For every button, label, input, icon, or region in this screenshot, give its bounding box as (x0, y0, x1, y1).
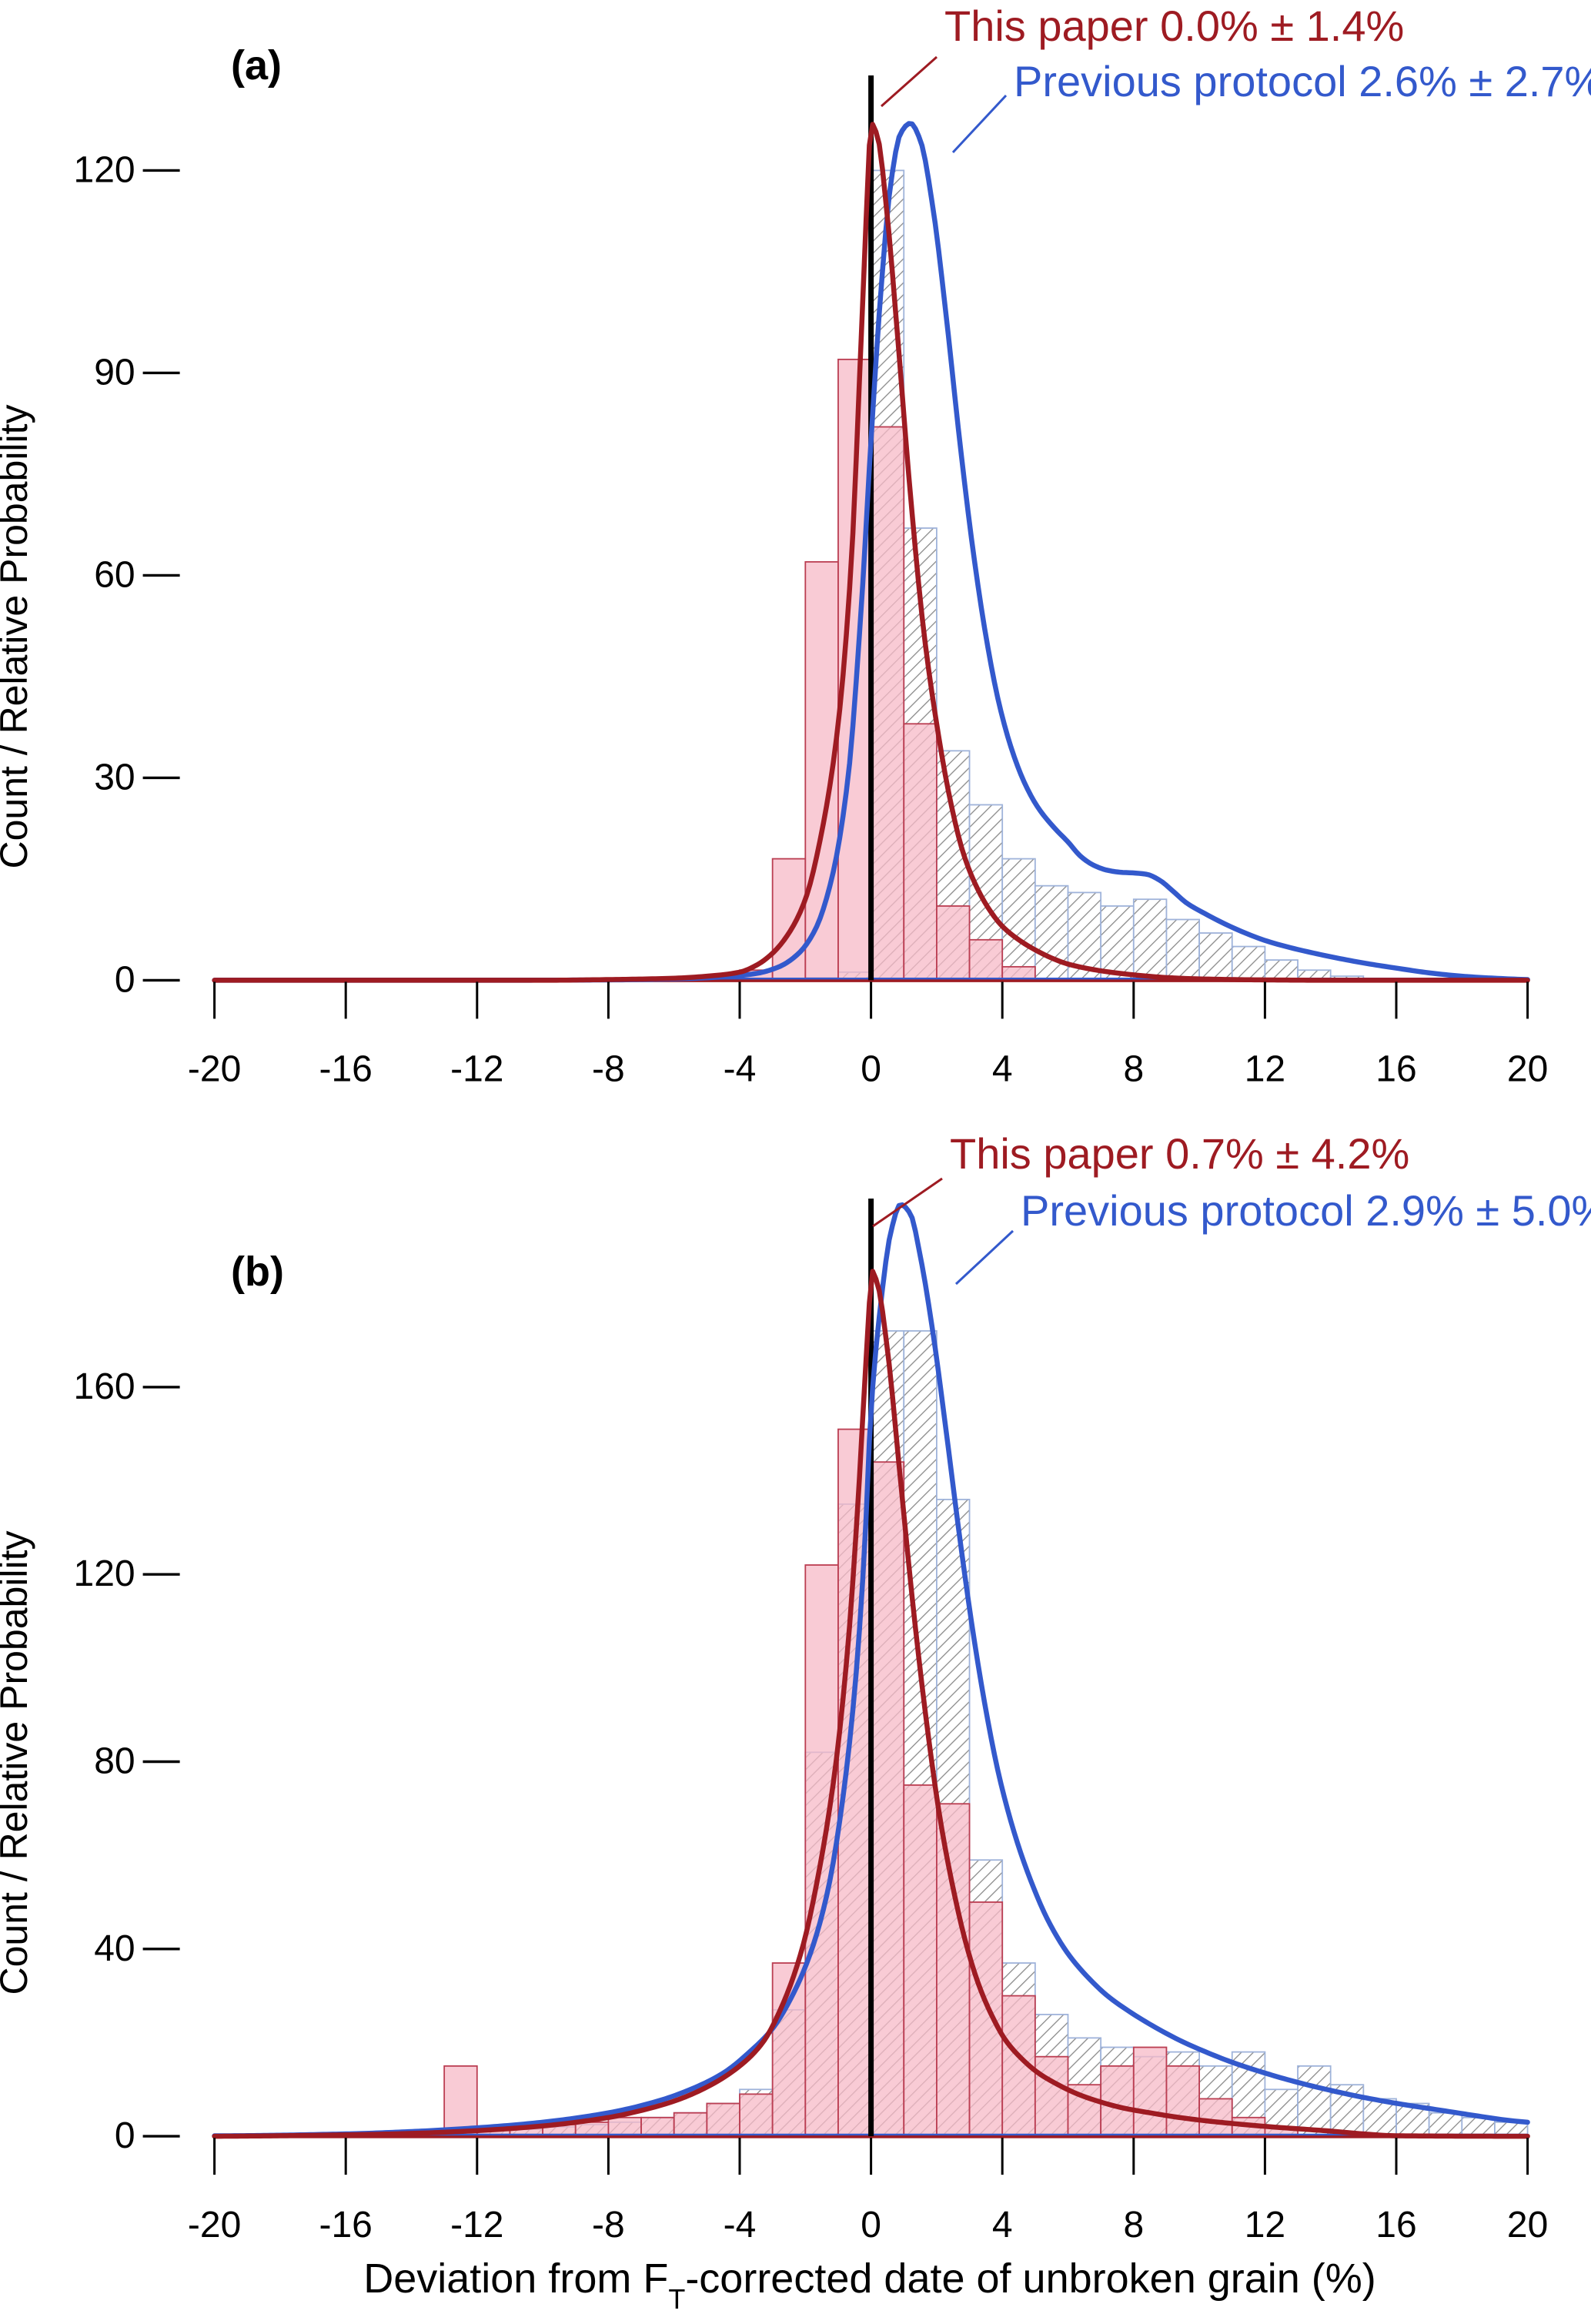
svg-text:60: 60 (94, 554, 135, 595)
svg-text:This paper 0.0% ± 1.4%: This paper 0.0% ± 1.4% (944, 2, 1404, 50)
svg-text:-8: -8 (592, 2205, 625, 2245)
svg-text:4: 4 (992, 1048, 1013, 1089)
svg-text:12: 12 (1245, 2205, 1285, 2245)
svg-text:Count / Relative Probability: Count / Relative Probability (0, 1530, 35, 1995)
svg-text:Count / Relative Probability: Count / Relative Probability (0, 404, 35, 868)
svg-text:Previous protocol 2.9% ± 5.0%: Previous protocol 2.9% ± 5.0% (1021, 1186, 1591, 1235)
svg-text:40: 40 (94, 1928, 135, 1969)
svg-text:Previous protocol 2.6% ± 2.7%: Previous protocol 2.6% ± 2.7% (1014, 57, 1591, 105)
svg-text:(b): (b) (231, 1249, 284, 1295)
svg-text:4: 4 (992, 2205, 1013, 2245)
svg-text:120: 120 (74, 149, 135, 190)
svg-text:8: 8 (1123, 1048, 1144, 1089)
svg-text:120: 120 (74, 1553, 135, 1594)
svg-text:0: 0 (861, 1048, 881, 1089)
svg-text:30: 30 (94, 757, 135, 798)
svg-text:160: 160 (74, 1366, 135, 1407)
svg-text:0: 0 (115, 2115, 135, 2156)
svg-text:20: 20 (1507, 2205, 1548, 2245)
svg-text:90: 90 (94, 352, 135, 393)
svg-text:-16: -16 (319, 2205, 373, 2245)
svg-text:80: 80 (94, 1741, 135, 1782)
svg-text:-4: -4 (724, 1048, 757, 1089)
svg-text:12: 12 (1245, 1048, 1285, 1089)
svg-text:(a): (a) (231, 42, 282, 89)
svg-text:0: 0 (861, 2205, 881, 2245)
svg-text:-12: -12 (450, 1048, 503, 1089)
svg-text:20: 20 (1507, 1048, 1548, 1089)
svg-text:0: 0 (115, 959, 135, 1000)
svg-text:16: 16 (1375, 2205, 1416, 2245)
svg-text:8: 8 (1123, 2205, 1144, 2245)
svg-text:-12: -12 (450, 2205, 503, 2245)
svg-text:-20: -20 (188, 1048, 241, 1089)
svg-text:-8: -8 (592, 1048, 625, 1089)
svg-text:-16: -16 (319, 1048, 373, 1089)
svg-text:16: 16 (1375, 1048, 1416, 1089)
svg-text:This paper 0.7% ± 4.2%: This paper 0.7% ± 4.2% (950, 1129, 1409, 1178)
svg-text:-20: -20 (188, 2205, 241, 2245)
svg-text:-4: -4 (724, 2205, 757, 2245)
